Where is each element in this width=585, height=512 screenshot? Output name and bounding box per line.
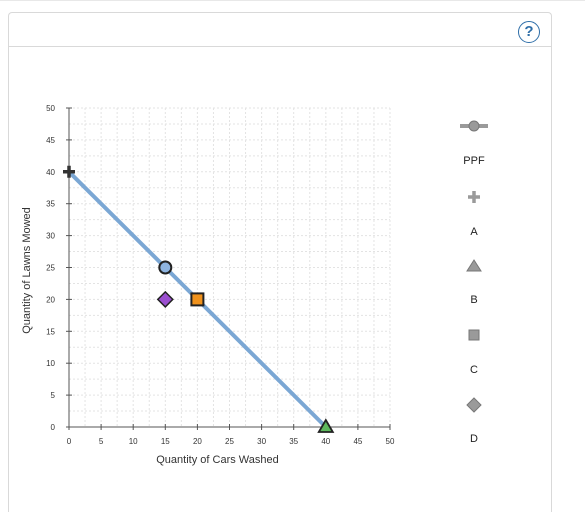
question-panel bbox=[8, 12, 552, 512]
legend-icon-circle bbox=[468, 120, 480, 132]
series-points[interactable] bbox=[63, 165, 335, 433]
point-b[interactable] bbox=[317, 418, 335, 433]
x-tick-label: 50 bbox=[386, 437, 395, 446]
legend-label-c: C bbox=[470, 364, 478, 376]
legend-item-d[interactable]: D bbox=[466, 397, 482, 445]
x-tick-label: 40 bbox=[321, 437, 330, 446]
y-tick-label: 35 bbox=[46, 200, 55, 209]
y-tick-label: 5 bbox=[51, 391, 56, 400]
help-button[interactable]: ? bbox=[518, 21, 540, 43]
chart-grid bbox=[68, 107, 391, 428]
y-tick-label: 40 bbox=[46, 168, 55, 177]
y-tick-label: 45 bbox=[46, 136, 55, 145]
x-tick-label: 15 bbox=[161, 437, 170, 446]
legend-icon-square bbox=[468, 329, 480, 341]
x-tick-label: 35 bbox=[289, 437, 298, 446]
y-tick-label: 15 bbox=[46, 327, 55, 336]
y-axis-ticks: 0 5 10 15 20 25 30 35 40 45 50 bbox=[46, 104, 72, 432]
help-icon: ? bbox=[524, 23, 534, 40]
legend-item-ppf[interactable]: PPF bbox=[460, 120, 488, 167]
chart-legend[interactable]: PPF A B C D bbox=[460, 120, 488, 445]
legend-item-a[interactable]: A bbox=[468, 191, 480, 238]
legend-item-b[interactable]: B bbox=[466, 259, 482, 306]
legend-label-ppf: PPF bbox=[463, 155, 485, 167]
y-tick-label: 10 bbox=[46, 359, 55, 368]
x-tick-label: 20 bbox=[193, 437, 202, 446]
x-axis-ticks: 0 5 10 15 20 25 30 35 40 45 50 bbox=[67, 424, 395, 446]
y-tick-label: 0 bbox=[51, 423, 56, 432]
legend-label-b: B bbox=[470, 294, 477, 306]
y-tick-label: 25 bbox=[46, 264, 55, 273]
x-tick-label: 5 bbox=[99, 437, 104, 446]
legend-label-d: D bbox=[470, 433, 478, 445]
point-a[interactable] bbox=[63, 165, 75, 178]
x-tick-label: 25 bbox=[225, 437, 234, 446]
point-d[interactable] bbox=[156, 290, 174, 308]
point-c[interactable] bbox=[190, 292, 205, 307]
x-axis-title: Quantity of Cars Washed bbox=[156, 454, 278, 466]
legend-item-c[interactable]: C bbox=[468, 329, 480, 376]
legend-icon-triangle bbox=[466, 259, 482, 272]
legend-label-a: A bbox=[470, 226, 478, 238]
x-tick-label: 30 bbox=[257, 437, 266, 446]
legend-icon-diamond bbox=[466, 397, 482, 413]
x-tick-label: 0 bbox=[67, 437, 72, 446]
y-tick-label: 20 bbox=[46, 295, 55, 304]
y-axis-title: Quantity of Lawns Mowed bbox=[21, 207, 33, 334]
panel-header-divider bbox=[9, 46, 551, 47]
x-tick-label: 45 bbox=[353, 437, 362, 446]
top-rule bbox=[0, 0, 585, 1]
legend-icon-cross bbox=[468, 191, 480, 203]
x-tick-label: 10 bbox=[129, 437, 138, 446]
y-tick-label: 30 bbox=[46, 232, 55, 241]
point-unlabeled[interactable] bbox=[158, 260, 173, 275]
y-tick-label: 50 bbox=[46, 104, 55, 113]
